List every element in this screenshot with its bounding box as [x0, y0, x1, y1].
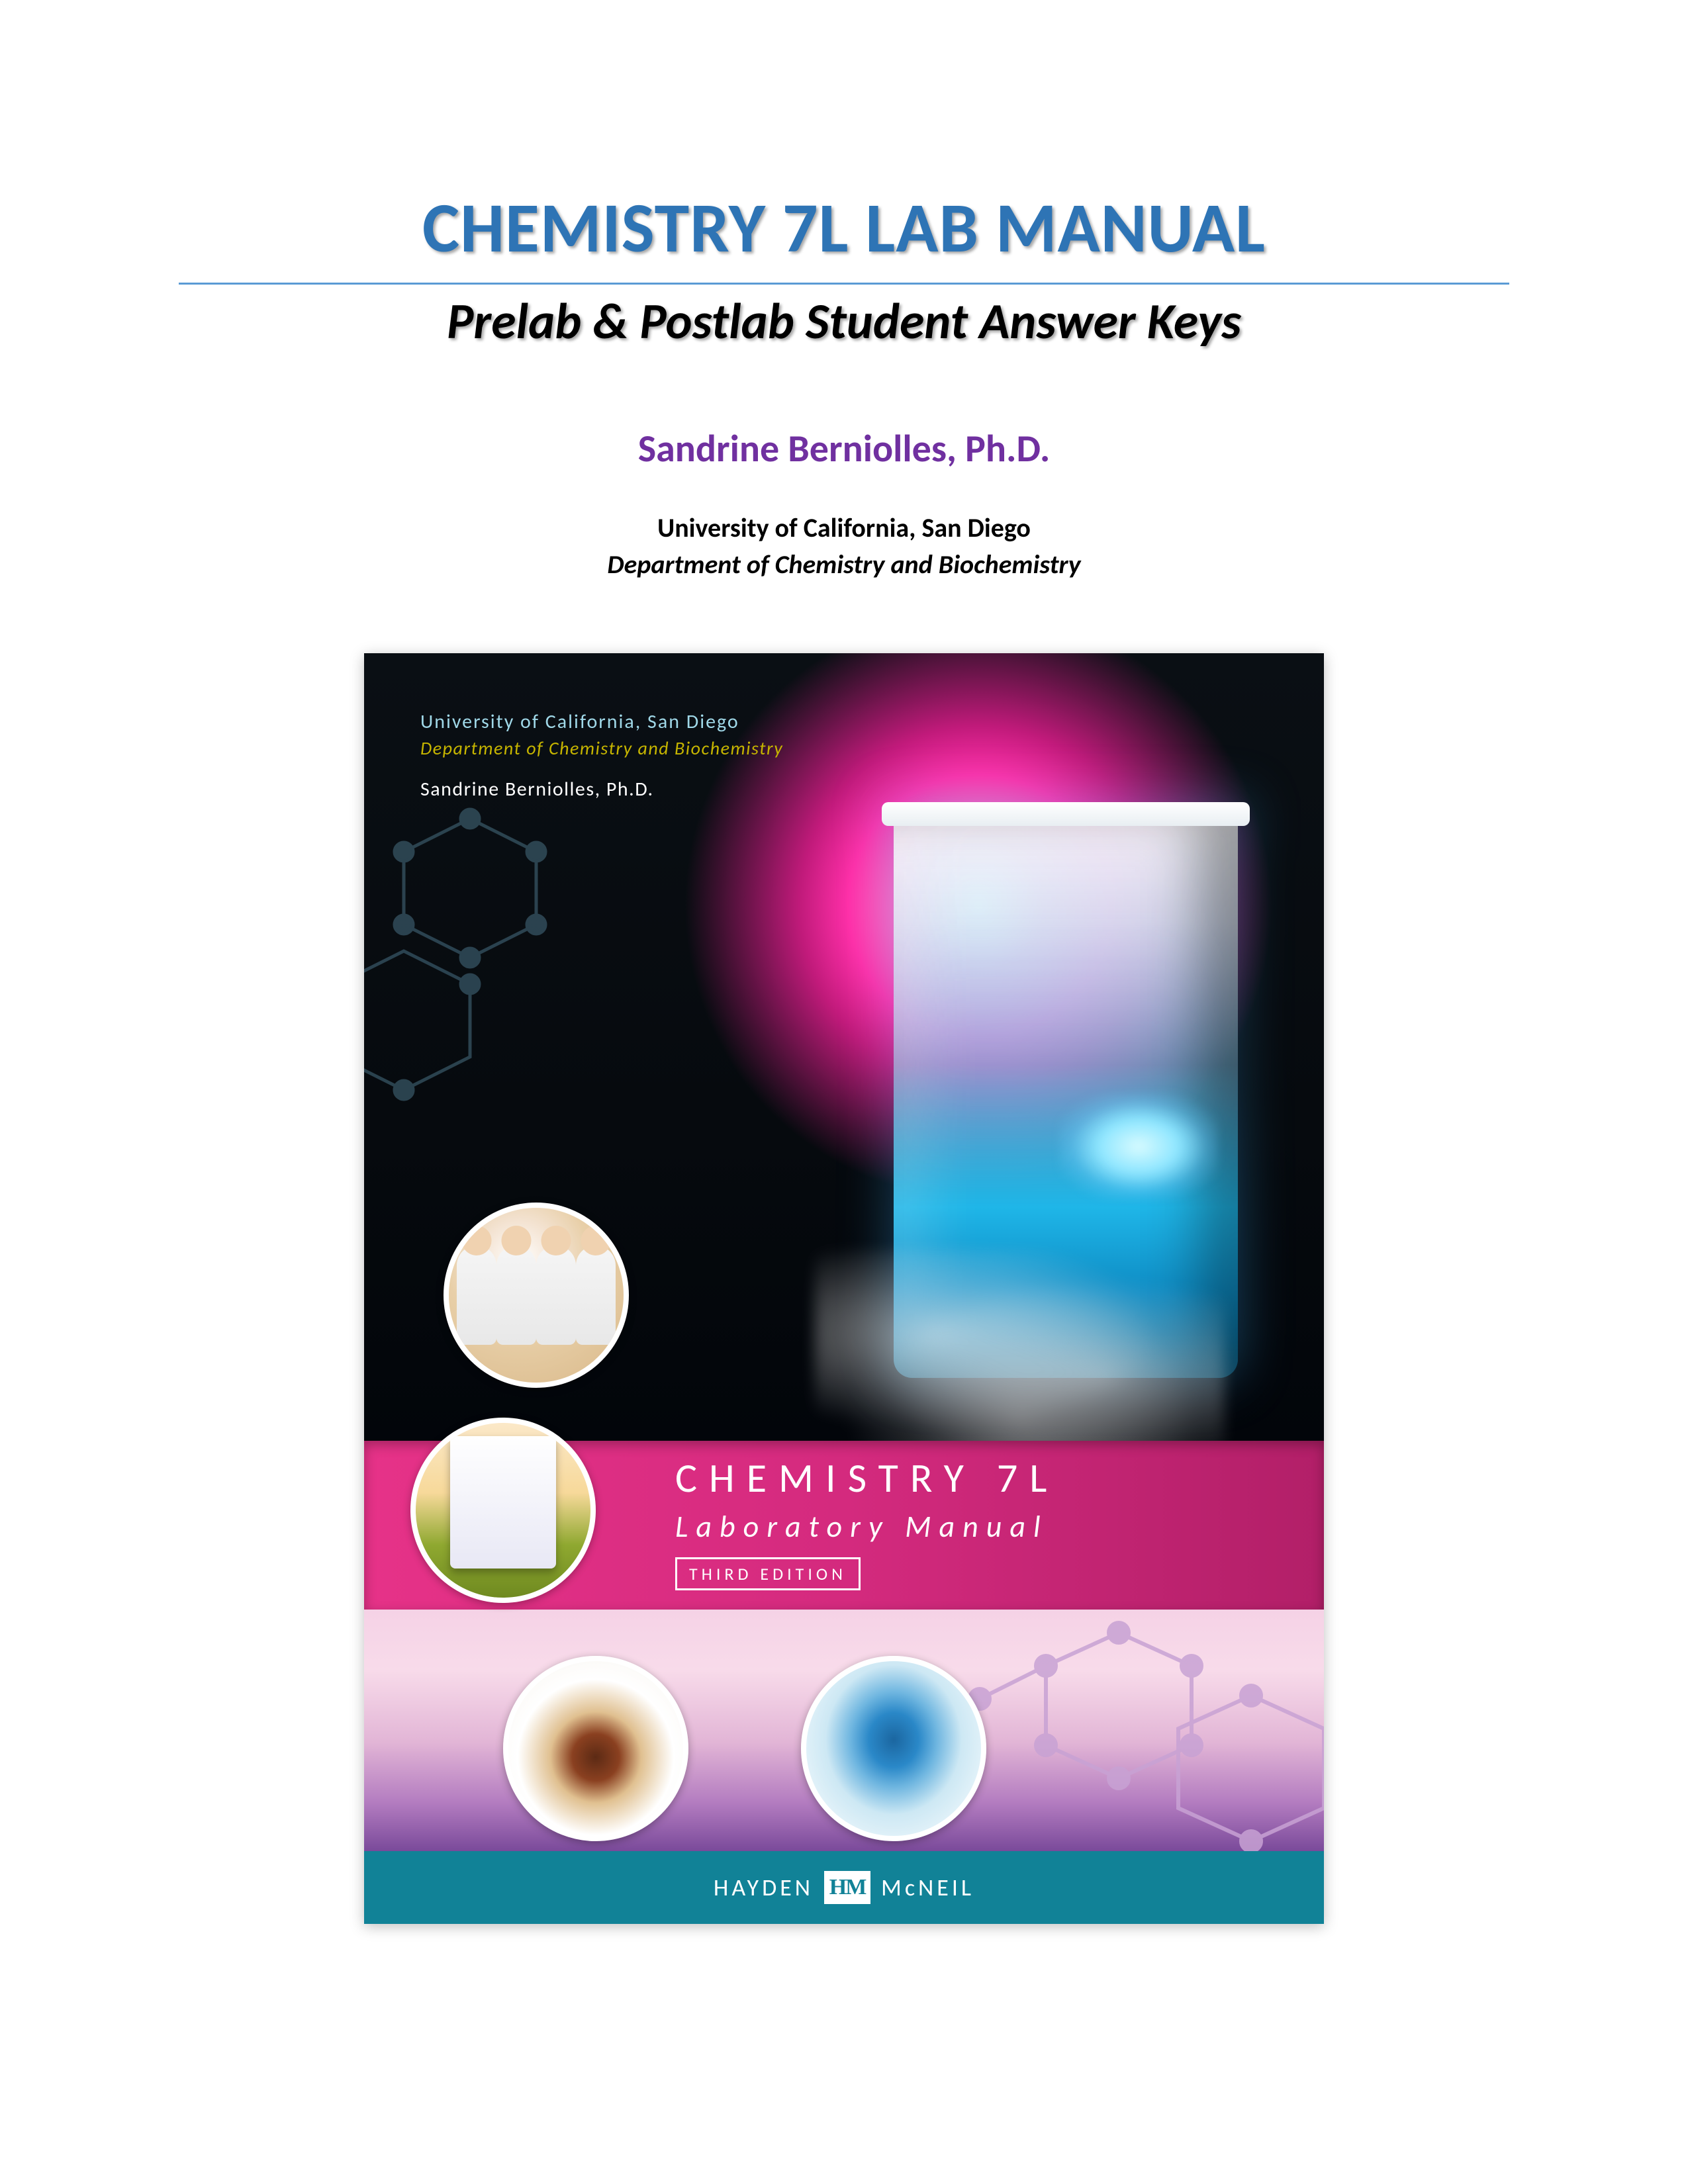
cover-footer: HAYDEN HM McNEIL [364, 1851, 1324, 1924]
publisher-left: HAYDEN [714, 1873, 814, 1902]
cover-university: University of California, San Diego [420, 709, 783, 734]
publisher-block: HAYDEN HM McNEIL [714, 1871, 974, 1904]
vapor-graphic [814, 1249, 1225, 1461]
cover-subtitle: Laboratory Manual [675, 1508, 1058, 1545]
book-cover: University of California, San Diego Depa… [364, 653, 1324, 1924]
beaker-glow [1059, 1093, 1218, 1199]
cover-department: Department of Chemistry and Biochemistry [420, 737, 783, 760]
cover-title: CHEMISTRY 7L [675, 1453, 1058, 1503]
inset-circle-cylinder [801, 1656, 986, 1841]
edition-badge: THIRD EDITION [675, 1557, 861, 1590]
publisher-logo-icon: HM [824, 1871, 870, 1904]
subtitle: Prelab & Postlab Student Answer Keys [172, 291, 1516, 352]
title-divider [179, 283, 1509, 285]
inset-circle-sample [503, 1656, 688, 1841]
affiliation-block: University of California, San Diego Depa… [172, 512, 1516, 580]
inset-circle-students [444, 1203, 629, 1388]
author-name: Sandrine Berniolles, Ph.D. [172, 425, 1516, 472]
cover-title-text: CHEMISTRY 7L Laboratory Manual THIRD EDI… [675, 1453, 1058, 1590]
inset-circle-scientist [410, 1418, 596, 1603]
department-name: Department of Chemistry and Biochemistry [172, 548, 1516, 580]
cover-header-text: University of California, San Diego Depa… [420, 709, 783, 801]
document-page: CHEMISTRY 7L LAB MANUAL Prelab & Postlab… [0, 0, 1688, 1924]
cover-author: Sandrine Berniolles, Ph.D. [420, 777, 783, 801]
main-title: CHEMISTRY 7L LAB MANUAL [172, 185, 1516, 271]
university-name: University of California, San Diego [172, 512, 1516, 544]
publisher-right: McNEIL [881, 1873, 974, 1902]
